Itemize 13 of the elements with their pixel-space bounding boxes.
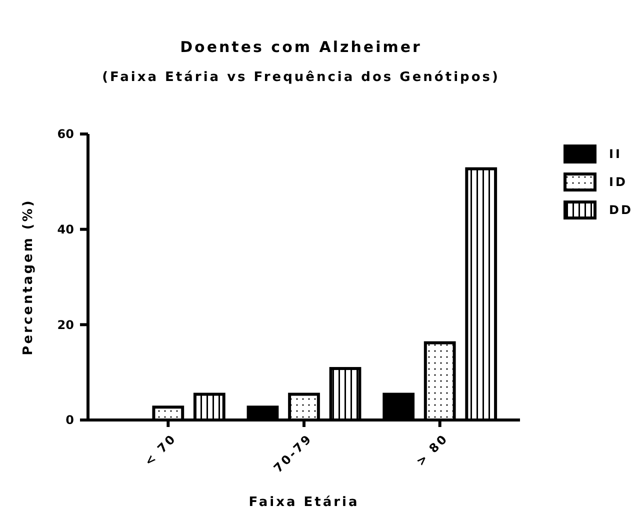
chart-title: Doentes com Alzheimer: [180, 38, 422, 56]
legend-label: II: [609, 147, 622, 162]
chart-subtitle: (Faixa Etária vs Frequência dos Genótipos): [102, 70, 500, 85]
y-tick-label: 20: [57, 318, 74, 332]
legend-label: DD: [609, 203, 633, 218]
y-tick-label: 0: [66, 413, 74, 428]
legend-label: ID: [609, 175, 628, 190]
x-tick-label: < 70: [142, 431, 180, 469]
y-tick-label: 60: [57, 127, 74, 142]
x-axis-title: Faixa Etária: [248, 495, 360, 510]
y-axis-title: Percentagem (%): [21, 198, 36, 356]
x-tick-label: > 80: [414, 431, 451, 469]
y-tick-label: 40: [57, 222, 74, 237]
